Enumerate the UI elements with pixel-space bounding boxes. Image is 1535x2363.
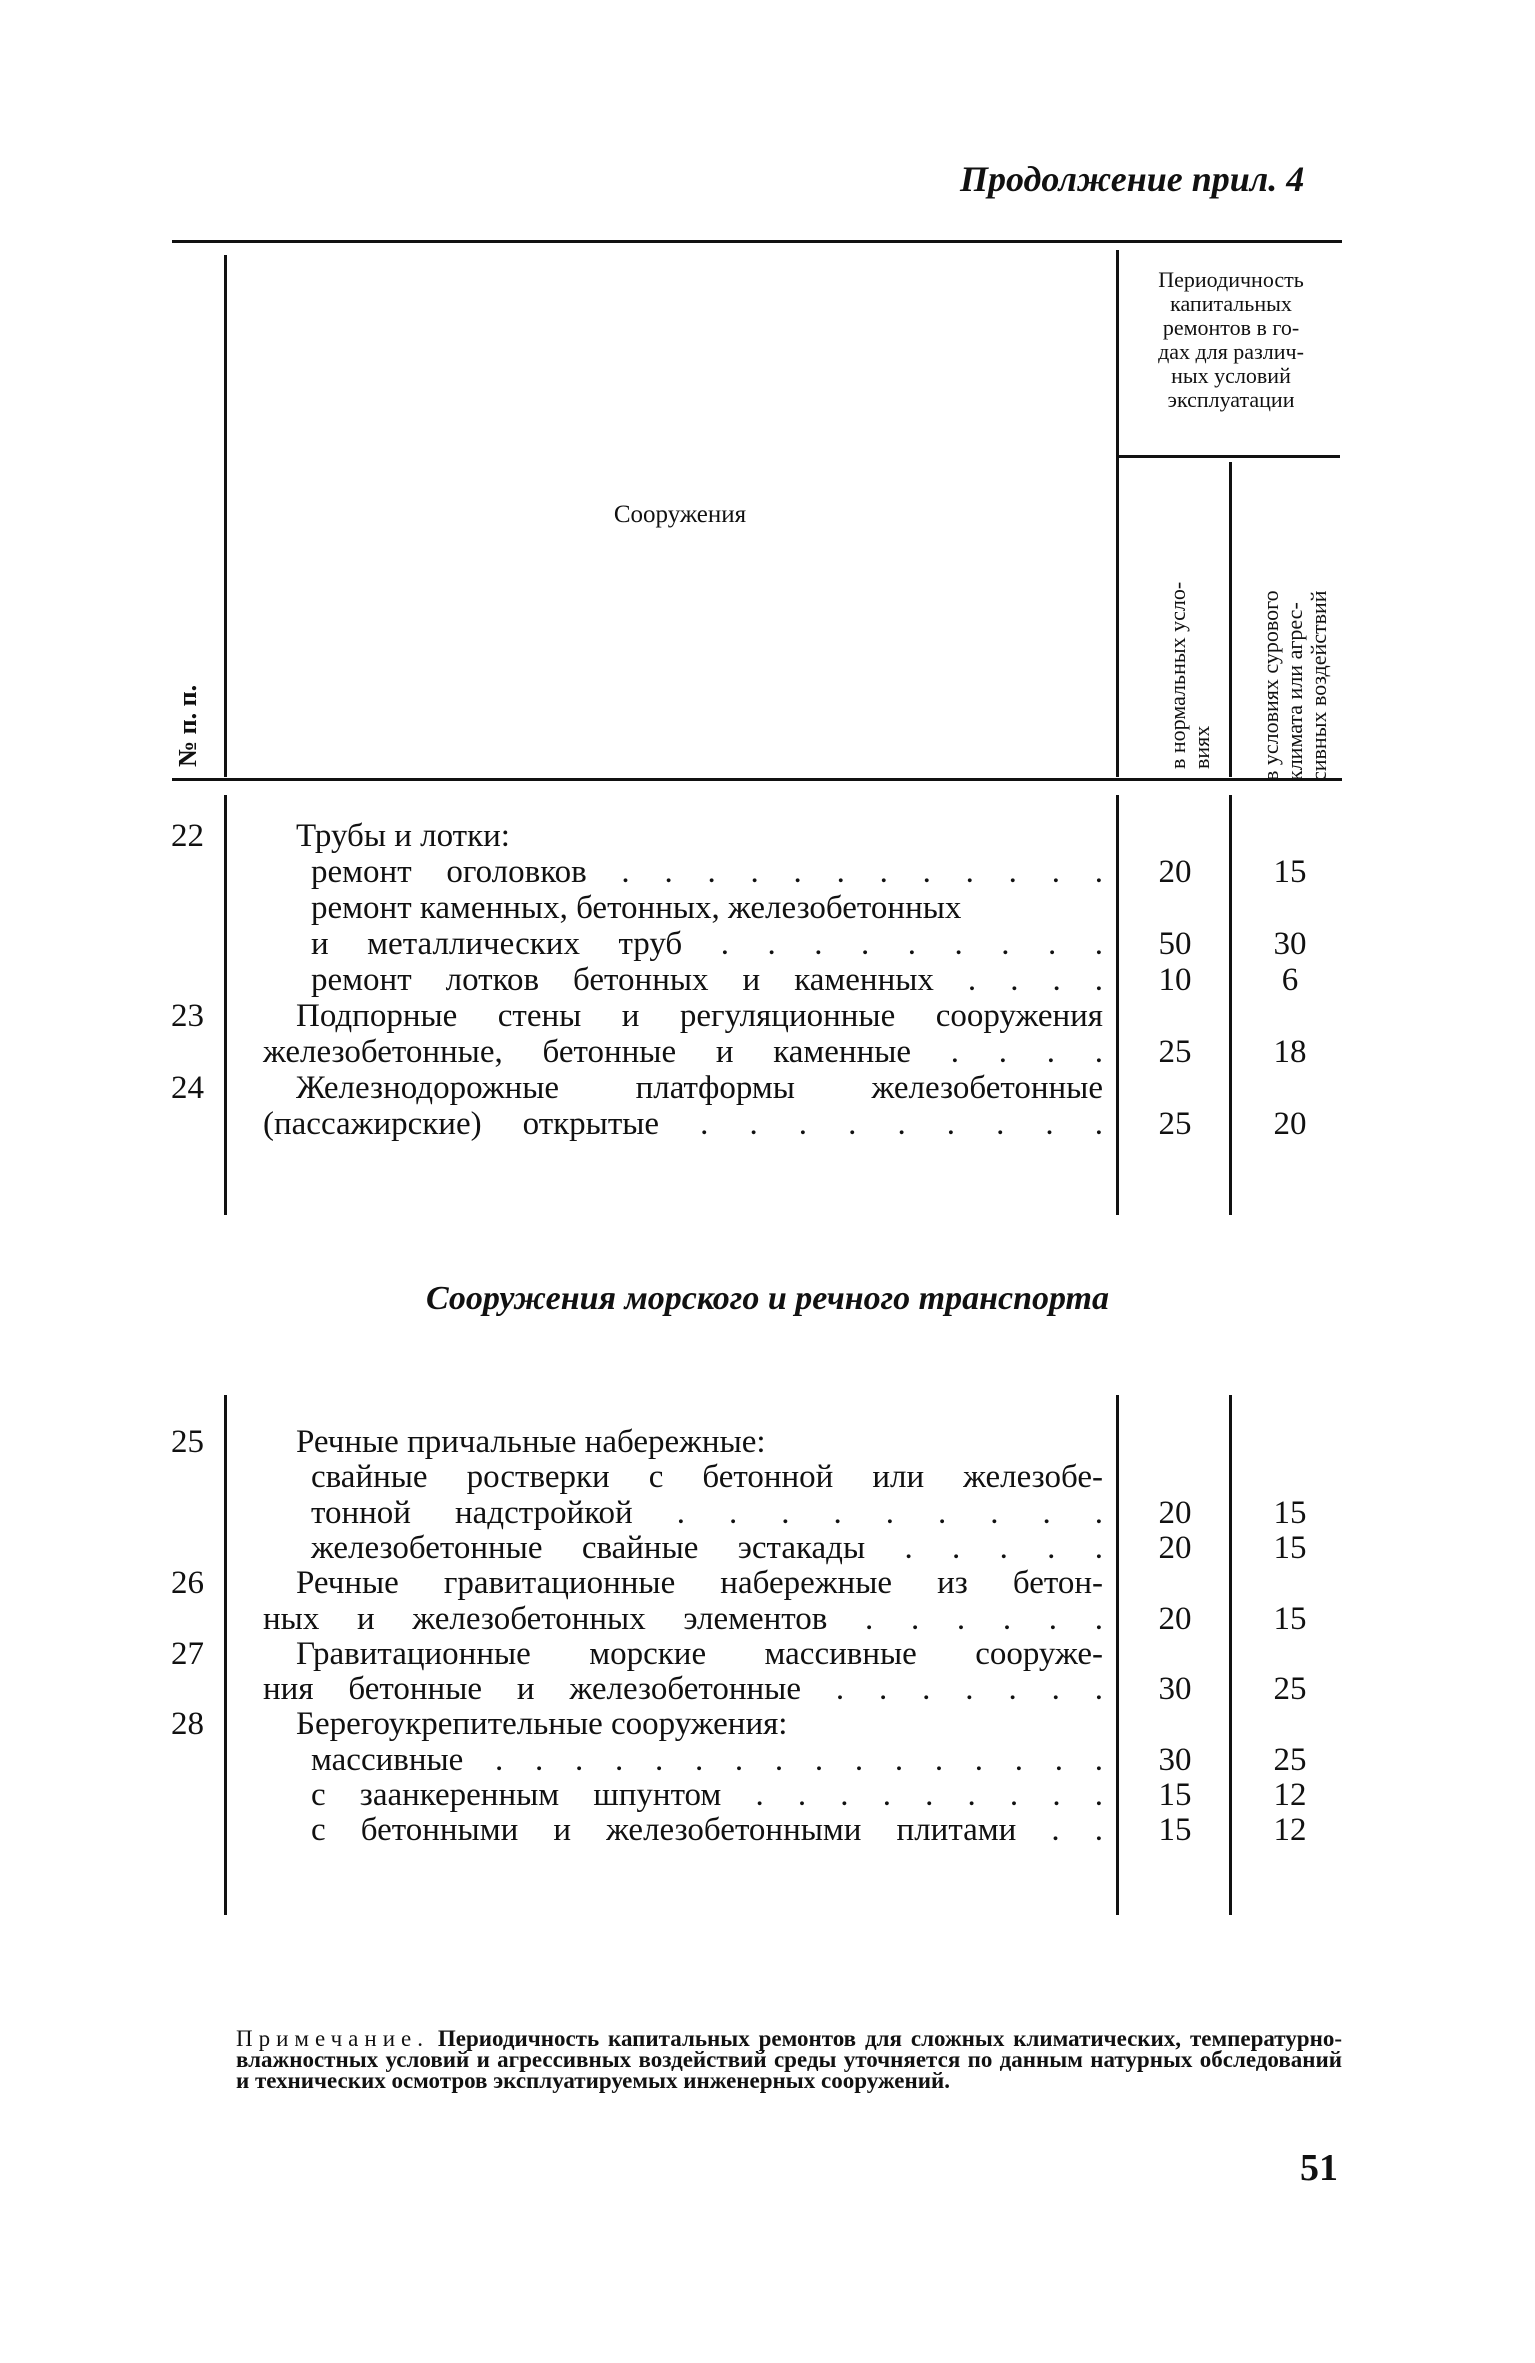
normal-value: 50 — [1158, 926, 1192, 962]
structure-text: Подпорные стены и регуляционные сооружен… — [296, 998, 1103, 1034]
normal-value: 20 — [1158, 854, 1192, 890]
normal-header-line: виях — [1189, 725, 1214, 769]
table-header-bottom-rule — [172, 778, 1342, 781]
t2-sub-divider — [1229, 1395, 1232, 1915]
severe-conditions-header: в условиях сурового климата или агрес-сив… — [1258, 461, 1331, 781]
structure-text: ремонт каменных, бетонных, железобетонны… — [311, 890, 962, 926]
t1-num-divider — [224, 795, 227, 1215]
page-number: 51 — [1300, 2147, 1338, 2189]
structure-text: массивные . . . . . . . . . . . . . . . … — [311, 1741, 1103, 1778]
structure-text: железобетонные, бетонные и каменные . . … — [263, 1034, 1103, 1070]
normal-value: 30 — [1158, 1671, 1192, 1708]
structure-text: свайные ростверки с бетонной или железоб… — [311, 1459, 1103, 1496]
severe-header-line: сивных воздействий — [1306, 590, 1331, 781]
num-col-header: № п. п. — [173, 684, 202, 767]
normal-value: 20 — [1158, 1494, 1192, 1531]
normal-value: 20 — [1158, 1600, 1192, 1637]
structure-text: тонной надстройкой . . . . . . . . . — [311, 1494, 1103, 1531]
normal-value: 25 — [1158, 1106, 1192, 1142]
period-header-line: ных условий — [1171, 363, 1291, 388]
row-number: 22 — [171, 818, 204, 854]
severe-value: 15 — [1273, 1494, 1307, 1531]
section-title: Сооружения морского и речного транспорта — [425, 1280, 1110, 1317]
normal-value: 25 — [1158, 1034, 1192, 1070]
normal-conditions-header: в нормальных усло-виях — [1165, 469, 1214, 769]
period-header-line: ремонтов в го- — [1162, 315, 1300, 340]
severe-value: 12 — [1273, 1777, 1307, 1813]
severe-value: 15 — [1273, 1600, 1307, 1637]
period-col-divider — [1116, 250, 1119, 777]
normal-value: 30 — [1158, 1741, 1192, 1778]
structure-text: Трубы и лотки: — [296, 818, 510, 854]
structure-text: ных и железобетонных элементов . . . . .… — [263, 1600, 1103, 1637]
normal-value: 15 — [1158, 1777, 1192, 1813]
structure-text: Речные гравитационные набережные из бето… — [296, 1565, 1103, 1602]
severe-value: 12 — [1273, 1812, 1307, 1849]
footnote: Примечание. Периодичность капитальных ре… — [236, 2026, 1342, 2093]
severe-header-line: в условиях сурового — [1258, 590, 1283, 781]
t2-num-divider — [224, 1395, 227, 1915]
row-number: 26 — [171, 1565, 204, 1602]
period-header-line: капитальных — [1170, 291, 1292, 316]
structure-text: Гравитационные морские массивные сооруже… — [296, 1635, 1103, 1672]
note-text: Периодичность капитальных ремонтов для с… — [236, 2026, 1342, 2093]
structure-text: ния бетонные и железобетонные . . . . . … — [263, 1671, 1103, 1708]
period-header-rule — [1118, 455, 1340, 458]
structure-text: (пассажирские) открытые . . . . . . . . … — [263, 1106, 1103, 1142]
row-number: 25 — [171, 1424, 204, 1460]
severe-value: 25 — [1273, 1741, 1307, 1778]
severe-value: 30 — [1273, 926, 1307, 962]
severe-value: 15 — [1273, 854, 1307, 890]
sub-col-divider — [1229, 462, 1232, 777]
structure-text: Железнодорожные платформы железобетонные — [296, 1070, 1103, 1106]
severe-value: 18 — [1273, 1034, 1307, 1070]
note-label: Примечание. — [236, 2026, 429, 2051]
normal-value: 10 — [1158, 962, 1192, 998]
row-number: 23 — [171, 998, 204, 1034]
row-number: 28 — [171, 1706, 204, 1743]
row-number: 27 — [171, 1635, 204, 1672]
t1-period-divider — [1116, 795, 1119, 1215]
period-header-line: дах для различ- — [1158, 339, 1304, 364]
severe-value: 25 — [1273, 1671, 1307, 1708]
row-number: 24 — [171, 1070, 204, 1106]
severe-value: 15 — [1273, 1529, 1307, 1566]
severe-value: 6 — [1281, 962, 1299, 998]
structure-col-header: Сооружения — [613, 501, 747, 528]
normal-value: 15 — [1158, 1812, 1192, 1849]
structure-text: Речные причальные набережные: — [296, 1424, 766, 1460]
severe-value: 20 — [1273, 1106, 1307, 1142]
structure-text: и металлических труб . . . . . . . . . — [311, 926, 1103, 962]
period-header-line: эксплуатации — [1167, 387, 1295, 412]
t2-period-divider — [1116, 1395, 1119, 1915]
structure-text: с бетонными и железобетонными плитами . … — [311, 1812, 1103, 1849]
num-col-divider — [224, 255, 227, 777]
severe-header-line: климата или агрес- — [1282, 602, 1307, 781]
period-col-header: Периодичность капитальных ремонтов в го-да… — [1116, 268, 1346, 412]
structure-text: ремонт оголовков . . . . . . . . . . . . — [311, 854, 1103, 890]
normal-header-line: в нормальных усло- — [1165, 581, 1190, 769]
structure-text: с заанкеренным шпунтом . . . . . . . . . — [311, 1777, 1103, 1813]
continuation-title: Продолжение прил. 4 — [960, 159, 1305, 199]
normal-value: 20 — [1158, 1529, 1192, 1566]
structure-text: железобетонные свайные эстакады . . . . … — [311, 1529, 1103, 1566]
period-header-line: Периодичность — [1158, 267, 1304, 292]
structure-text: ремонт лотков бетонных и каменных . . . … — [311, 962, 1103, 998]
table-top-rule — [172, 240, 1342, 243]
structure-text: Берегоукрепительные сооружения: — [296, 1706, 788, 1743]
t1-sub-divider — [1229, 795, 1232, 1215]
